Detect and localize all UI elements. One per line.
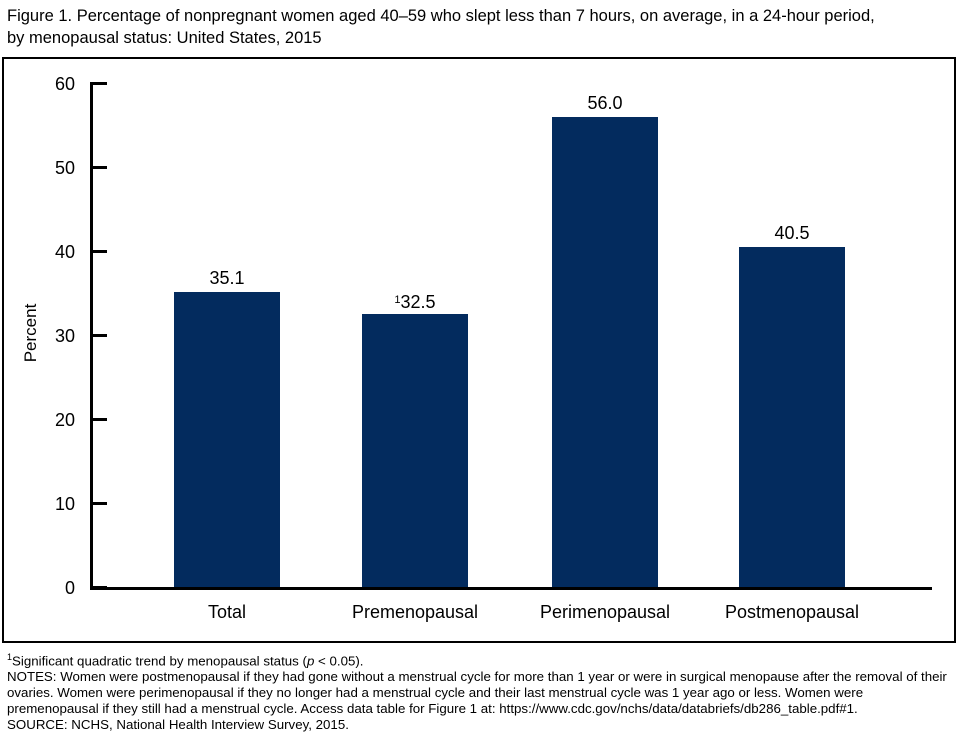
y-tick-label: 20: [54, 410, 75, 430]
bar-premenopausal: [362, 314, 468, 587]
x-axis-label-postmenopausal: Postmenopausal: [724, 602, 860, 622]
y-tick-label: 0: [64, 578, 75, 598]
y-tick-label: 30: [54, 326, 75, 346]
footnote-source: SOURCE: NCHS, National Health Interview …: [7, 717, 349, 733]
bar-value-label: 56.0: [587, 92, 623, 113]
footnote-p-symbol: p: [306, 653, 315, 669]
value-sup-marker: 1: [394, 294, 401, 306]
y-tick-mark: [90, 166, 107, 169]
footnote-sup-marker: 1: [7, 652, 13, 662]
chart-frame: Percent 0 10 20 30 40 50 60 35.1 Total 132.5 Preme…: [2, 57, 956, 643]
bar-postmenopausal: [739, 246, 845, 587]
y-tick-mark: [90, 586, 107, 589]
x-axis-label-premenopausal: Premenopausal: [351, 602, 479, 622]
y-tick-label: 40: [54, 242, 75, 262]
figure-title-line2: by menopausal status: United States, 201…: [7, 29, 322, 47]
x-axis-label-perimenopausal: Perimenopausal: [539, 602, 671, 622]
bar-value-label: 132.5: [394, 292, 436, 312]
x-axis-line: [90, 587, 932, 590]
plot-area: 0 10 20 30 40 50 60 35.1 Total 132.5 Premenopausal…: [4, 59, 954, 641]
y-tick-label: 10: [54, 494, 75, 514]
figure-title-line1: Figure 1. Percentage of nonpregnant wome…: [7, 7, 875, 25]
figure-title: Figure 1. Percentage of nonpregnant wome…: [7, 5, 955, 49]
y-tick-mark: [90, 82, 107, 85]
y-tick-mark: [90, 502, 107, 505]
y-tick-mark: [90, 250, 107, 253]
x-axis-label-total: Total: [207, 602, 247, 622]
y-tick-mark: [90, 334, 107, 337]
y-tick-label: 50: [54, 158, 75, 178]
bar-value-label: 40.5: [774, 222, 810, 243]
footnotes: 1Significant quadratic trend by menopaus…: [7, 649, 955, 733]
y-tick-label: 60: [54, 74, 75, 94]
bar-total: [174, 292, 280, 587]
y-tick-mark: [90, 418, 107, 421]
footnote-significance: 1Significant quadratic trend by menopaus…: [7, 652, 364, 669]
bar-value-label: 35.1: [209, 268, 245, 289]
footnote-notes: NOTES: Women were postmenopausal if they…: [7, 669, 947, 717]
bar-perimenopausal: [552, 116, 658, 587]
